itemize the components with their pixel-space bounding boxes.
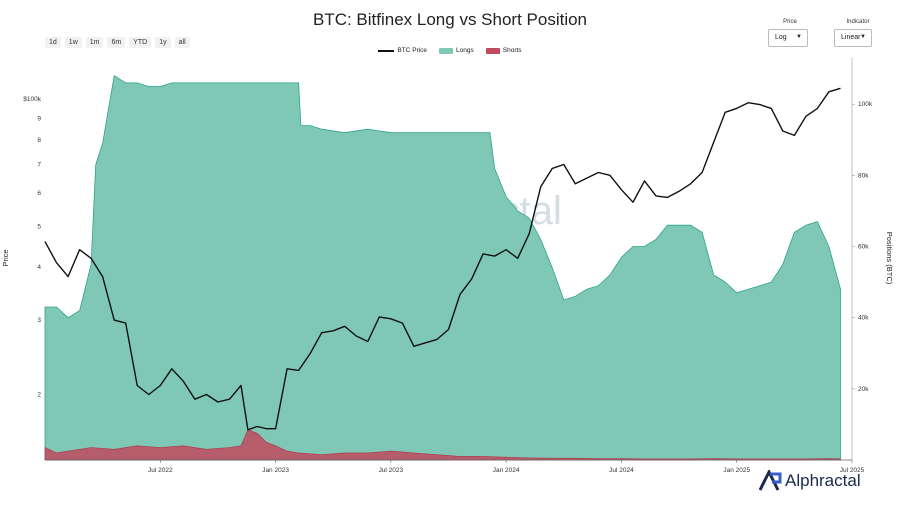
x-tick-label: Jan 2023: [262, 467, 289, 474]
indicator-scale-select[interactable]: Linear ▼: [834, 29, 872, 47]
series-btc-price-line: [44, 87, 841, 431]
range-button-1w[interactable]: 1w: [64, 37, 82, 48]
legend-swatch-price: [378, 49, 395, 52]
x-tick-label: Jan 2024: [493, 467, 520, 474]
range-button-1y[interactable]: 1y: [155, 37, 171, 48]
y-left-axis-title: Price: [1, 249, 10, 266]
y-right-tick-label: 100k: [858, 101, 873, 108]
alphractal-logo-icon: [758, 470, 782, 491]
brand-logo: Alphractal: [758, 470, 861, 492]
chart-legend: BTC Price Longs Shorts: [0, 47, 900, 54]
y-right-tick-label: 20k: [858, 386, 869, 393]
legend-item-shorts[interactable]: Shorts: [485, 47, 522, 54]
y-right-tick-label: 40k: [858, 315, 869, 322]
x-tick-label: Jul 2022: [148, 467, 173, 474]
y-left-tick-label: 7: [37, 161, 41, 168]
range-button-ytd[interactable]: YTD: [129, 37, 152, 48]
y-left-tick-label: $100k: [23, 96, 41, 103]
x-tick-label: Jan 2025: [723, 467, 750, 474]
indicator-scale-value: Linear: [841, 34, 861, 41]
y-right-tick-label: 60k: [858, 244, 869, 251]
x-tick-label: Jul 2023: [379, 467, 404, 474]
y-right-tick-label: 80k: [858, 172, 869, 179]
y-left-tick-label: 5: [37, 223, 41, 230]
y-left-tick-label: 3: [37, 317, 41, 324]
legend-label-shorts: Shorts: [502, 47, 522, 54]
y-left-tick-label: 8: [37, 137, 41, 144]
legend-item-btc-price[interactable]: BTC Price: [378, 47, 427, 54]
x-tick-label: Jul 2025: [840, 467, 865, 474]
range-button-1d[interactable]: 1d: [45, 37, 61, 48]
y-right-axis-title: Positions (BTC): [885, 232, 894, 285]
series-shorts-area: [44, 429, 841, 461]
legend-label-price: BTC Price: [397, 47, 428, 54]
x-tick-label: Jul 2024: [609, 467, 634, 474]
legend-swatch-longs: [439, 47, 454, 54]
legend-item-longs[interactable]: Longs: [439, 47, 474, 54]
range-button-all[interactable]: all: [174, 37, 190, 48]
legend-label-longs: Longs: [456, 47, 474, 54]
price-scale-select[interactable]: Log ▼: [768, 29, 808, 47]
range-button-1m[interactable]: 1m: [85, 37, 104, 48]
y-left-tick-label: 2: [37, 392, 41, 399]
legend-swatch-shorts: [485, 47, 500, 54]
price-scale-value: Log: [775, 34, 787, 41]
y-left-tick-label: 6: [37, 190, 41, 197]
chart-title: BTC: Bitfinex Long vs Short Position: [312, 10, 588, 29]
y-left-tick-label: 9: [37, 115, 41, 122]
chevron-down-icon: ▼: [796, 34, 802, 40]
range-buttons: 1d 1w 1m 6m YTD 1y all: [45, 37, 190, 48]
y-left-tick-label: 4: [37, 264, 41, 271]
price-scale-label: Price: [783, 19, 797, 25]
series-longs-area: [44, 75, 841, 461]
chevron-down-icon: ▼: [860, 34, 866, 40]
range-button-6m[interactable]: 6m: [107, 37, 126, 48]
indicator-scale-label: Indicator: [846, 19, 870, 25]
